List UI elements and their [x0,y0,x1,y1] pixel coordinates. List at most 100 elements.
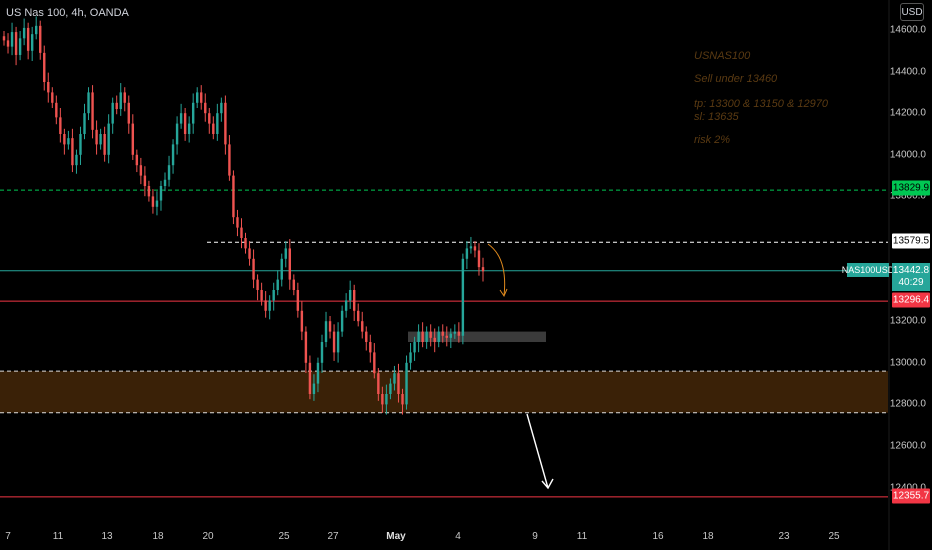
candle-body [272,290,275,301]
candle-body [352,290,356,311]
candle-body [405,362,408,405]
price-tick-label: 12400.0 [890,482,926,493]
price-tick-label: 14200.0 [889,107,926,119]
candle-body [55,102,58,118]
candle-body [308,362,312,394]
candle-body [344,300,348,311]
candle-body [425,331,428,342]
time-tick-label: 25 [828,531,840,542]
candle-body [131,123,135,155]
projection-arrow-white [526,413,549,489]
candle-body [377,373,380,394]
candle-body [191,102,195,124]
candle-body [260,290,263,301]
candle-body [312,383,316,394]
candle-body [59,117,62,134]
candle-body [135,154,139,166]
candle-body [143,175,147,186]
candle-body [365,331,368,342]
candle-body [409,352,412,363]
candle-body [240,227,243,238]
candle-body [47,82,50,93]
candle-body [340,310,344,332]
candle-body [171,144,175,166]
projection-arrow-orange [487,243,506,297]
candle-body [385,394,388,405]
candle-body [67,138,70,145]
candle-body [457,331,461,336]
candle-body [26,27,30,51]
candle-body [357,310,360,322]
symbol-price-tag: NAS100USD [841,263,895,277]
demand-zone [0,371,888,413]
time-tick-label: 11 [576,531,588,542]
candle-body [280,258,283,280]
time-tick-label: 20 [202,531,214,542]
candle-body [51,92,54,103]
candle-body [163,179,167,186]
candle-body [232,175,235,218]
candle-body [228,144,231,176]
candle-body [445,335,448,338]
candle-body [369,342,372,353]
candle-body [43,52,46,82]
candle-body [397,373,400,394]
consolidation-box [408,331,546,342]
current-price-value: 13442.8 [892,265,930,276]
candle-body [417,331,420,342]
candle-body [187,123,191,134]
price-tick-label: 12800.0 [889,398,926,410]
price-tick-label: 12600.0 [889,440,926,452]
time-tick-label: 18 [152,531,164,542]
candle-body [115,102,118,110]
candle-body [477,250,481,268]
candle-body [200,92,203,103]
candle-body [449,333,453,338]
candle-body [204,102,207,114]
candle-body [316,362,320,384]
candle-body [276,279,279,290]
note-symbol: USNAS100 [694,50,751,62]
red-level-badge-lower: 12355.7 [892,488,930,504]
candle-body [216,113,219,134]
candle-body [99,134,102,145]
candle-body [413,342,416,353]
candle-body [119,92,122,110]
candle-body [465,248,469,259]
note-risk: risk 2% [694,134,731,146]
candle-body [179,113,183,124]
candle-body [433,337,436,342]
candle-body [381,394,384,405]
candle-body [34,25,38,35]
time-tick-label: 18 [702,531,714,542]
candle-body [14,32,18,55]
bar-countdown: 40:29 [898,277,924,288]
candle-body [328,321,332,332]
candle-body [481,267,485,272]
candle-body [6,40,10,47]
candle-body [332,331,336,353]
candle-body [155,200,159,207]
note-entry: Sell under 13460 [694,73,778,85]
candle-body [348,290,352,301]
currency-button[interactable]: USD [900,3,924,21]
candle-body [39,25,42,53]
candle-body [324,321,328,342]
candle-body [320,342,324,363]
candle-body [127,102,130,124]
candle-body [292,279,296,290]
candle-body [22,27,26,39]
time-tick-label: 27 [327,531,339,542]
candle-body [75,154,78,166]
candle-body [429,331,432,338]
current-price-badge: 13442.8 40:29 [892,263,930,291]
candle-body [71,138,74,166]
time-tick-label: 11 [52,531,64,542]
candle-body [373,352,376,374]
time-tick-label: 25 [278,531,290,542]
candle-body [103,134,106,155]
candle-body [111,102,114,124]
candle-body [469,246,473,249]
red-level-badge-upper: 13296.4 [892,292,930,308]
